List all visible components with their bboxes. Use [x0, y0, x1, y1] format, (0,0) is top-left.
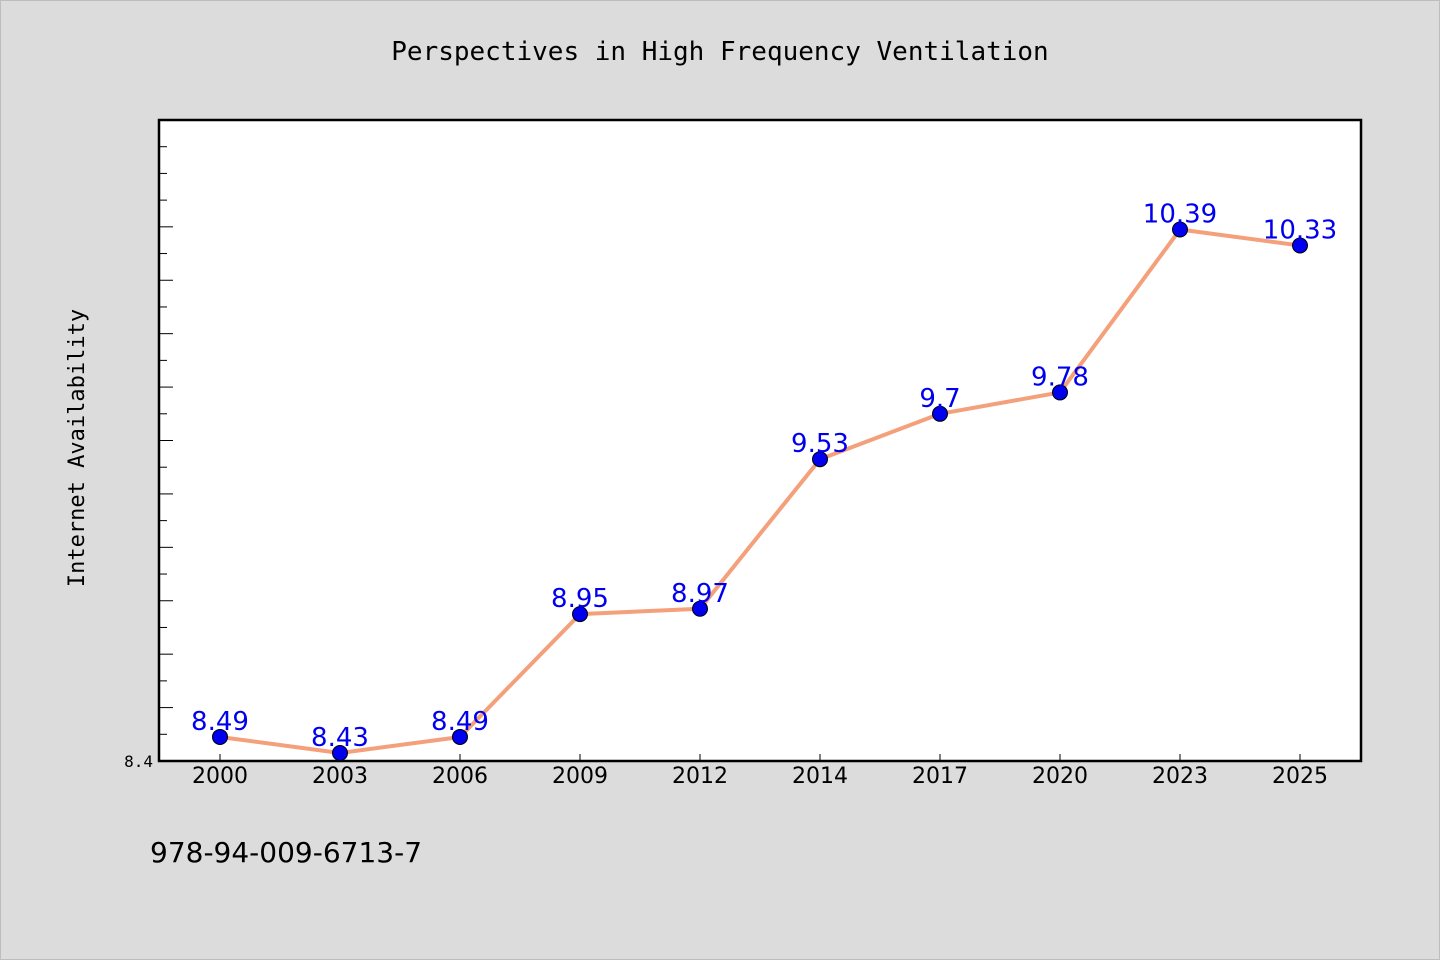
data-label: 10.39: [1143, 200, 1217, 230]
data-point: [212, 728, 228, 745]
data-label: 8.49: [191, 707, 249, 737]
plot-area: [157, 118, 1363, 763]
data-point: [332, 744, 348, 761]
data-label: 10.33: [1263, 216, 1337, 246]
y-axis-ticks: 8.4: [124, 146, 173, 771]
series-line: [219, 227, 1301, 755]
data-point: [812, 451, 828, 468]
x-tick-label: 2006: [432, 764, 488, 789]
data-label: 8.49: [431, 707, 489, 737]
x-tick-label: 2014: [792, 764, 848, 789]
x-tick-label: 2012: [672, 764, 728, 789]
data-point: [1052, 384, 1068, 401]
series-markers: [212, 221, 1308, 761]
data-point: [692, 600, 708, 617]
chart-title: Perspectives in High Frequency Ventilati…: [391, 37, 1048, 67]
data-label: 9.7: [919, 384, 960, 414]
data-label: 8.43: [311, 723, 369, 753]
data-labels: 8.49 8.43 8.49 8.95 8.97 9.53 9.7 9.78 10.39 10.3…: [191, 200, 1337, 753]
y-tick-label: 8.4: [124, 752, 153, 771]
data-point: [932, 405, 948, 422]
x-axis-ticks: 2000 2003 2006 2009 2012 2014 2017 2020 2023 2025: [192, 754, 1328, 789]
data-label: 9.53: [791, 429, 849, 459]
footer-isbn: 978-94-009-6713-7: [150, 836, 422, 869]
x-tick-label: 2003: [312, 764, 368, 789]
data-label: 8.97: [671, 579, 729, 609]
y-axis-label: Internet Availability: [65, 309, 90, 587]
data-point: [1172, 221, 1188, 238]
data-label: 8.95: [551, 584, 609, 614]
x-tick-label: 2025: [1272, 764, 1328, 789]
x-tick-label: 2017: [912, 764, 968, 789]
x-tick-label: 2020: [1032, 764, 1088, 789]
x-tick-label: 2023: [1152, 764, 1208, 789]
x-tick-label: 2000: [192, 764, 248, 789]
x-tick-label: 2009: [552, 764, 608, 789]
data-point: [572, 606, 588, 623]
data-point: [1292, 237, 1308, 254]
data-point: [452, 728, 468, 745]
data-label: 9.78: [1031, 362, 1089, 392]
